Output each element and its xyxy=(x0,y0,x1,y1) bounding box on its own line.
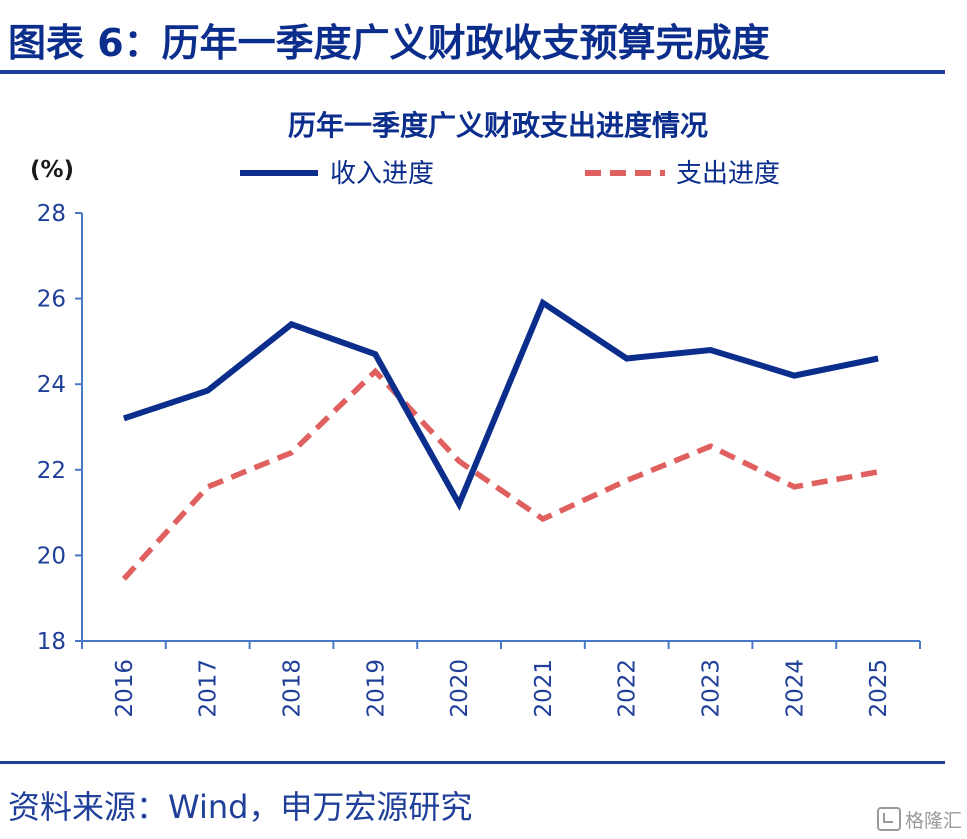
x-tick-label: 2016 xyxy=(112,659,138,718)
legend-label-expenditure: 支出进度 xyxy=(676,159,780,189)
axes xyxy=(75,212,921,649)
x-tick-label: 2018 xyxy=(280,659,306,718)
x-tick-label: 2020 xyxy=(447,659,473,718)
chart-title: 历年一季度广义财政支出进度情况 xyxy=(288,109,708,142)
x-tick-label: 2017 xyxy=(196,659,222,718)
watermark: 格隆汇 xyxy=(877,806,962,833)
legend: 收入进度 支出进度 xyxy=(240,159,780,189)
x-tick-label: 2019 xyxy=(363,659,389,718)
x-tick-label: 2025 xyxy=(866,659,892,718)
x-tick-label: 2021 xyxy=(531,659,557,718)
y-tick-label: 18 xyxy=(37,629,66,655)
x-tick-label: 2023 xyxy=(699,659,725,718)
figure-title: 图表 6：历年一季度广义财政收支预算完成度 xyxy=(8,21,770,65)
x-tick-labels: 2016 2017 2018 2019 2020 2021 2022 2023 2024 2025 xyxy=(112,659,892,718)
series-lines xyxy=(121,298,879,581)
watermark-text: 格隆汇 xyxy=(905,810,963,832)
income-progress-line xyxy=(122,298,879,511)
footer-divider xyxy=(0,761,945,764)
legend-label-income: 收入进度 xyxy=(330,159,434,189)
source-note: 资料来源：Wind，申万宏源研究 xyxy=(8,788,473,826)
y-tick-label: 26 xyxy=(37,287,66,313)
y-tick-label: 24 xyxy=(37,372,66,398)
y-tick-label: 22 xyxy=(37,458,66,484)
x-tick-label: 2022 xyxy=(615,659,641,718)
x-tick-label: 2024 xyxy=(782,659,808,718)
title-divider xyxy=(0,70,945,74)
y-tick-label: 28 xyxy=(37,201,66,227)
y-tick-labels: 18 20 22 24 26 28 xyxy=(37,201,66,655)
expenditure-progress-line xyxy=(121,367,879,581)
y-tick-label: 20 xyxy=(37,543,66,569)
watermark-logo-icon xyxy=(877,807,901,831)
line-chart: 历年一季度广义财政支出进度情况 (%) 收入进度 支出进度 1820222426… xyxy=(30,109,921,718)
y-axis-unit: (%) xyxy=(30,157,74,183)
